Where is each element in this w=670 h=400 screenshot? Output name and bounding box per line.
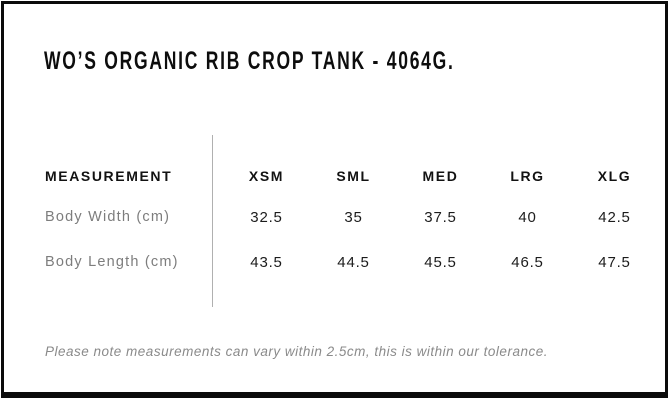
size-column-header-lrg: LRG bbox=[510, 168, 545, 184]
size-value-cell: 43.5 bbox=[250, 253, 283, 271]
size-value-cell: 46.5 bbox=[511, 253, 544, 271]
size-value-cell: 45.5 bbox=[424, 253, 457, 271]
product-title-text: WO’S ORGANIC RIB CROP TANK - 4064G. bbox=[44, 47, 455, 75]
row-label: Body Width (cm) bbox=[45, 209, 171, 225]
size-value-cell: 44.5 bbox=[337, 253, 370, 271]
tolerance-note: Please note measurements can vary within… bbox=[45, 344, 548, 359]
size-value-cell: 35 bbox=[344, 208, 363, 226]
size-column-header-sml: SML bbox=[336, 168, 371, 184]
table-column-divider bbox=[212, 135, 213, 307]
size-value-cell: 40 bbox=[518, 208, 537, 226]
table-row-body-length: Body Length (cm) 43.5 44.5 45.5 46.5 47.… bbox=[45, 251, 658, 273]
size-value-cell: 42.5 bbox=[598, 208, 631, 226]
row-label: Body Length (cm) bbox=[45, 254, 179, 270]
size-value-cell: 32.5 bbox=[250, 208, 283, 226]
size-column-header-xsm: XSM bbox=[248, 168, 285, 184]
size-value-cell: 37.5 bbox=[424, 208, 457, 226]
size-table-header-row: MEASUREMENT XSM SML MED LRG XLG bbox=[45, 165, 658, 187]
size-value-cell: 47.5 bbox=[598, 253, 631, 271]
size-column-header-xlg: XLG bbox=[597, 168, 632, 184]
size-column-header-med: MED bbox=[422, 168, 459, 184]
measurement-column-header: MEASUREMENT bbox=[45, 168, 173, 184]
product-title: WO’S ORGANIC RIB CROP TANK - 4064G. bbox=[44, 49, 631, 74]
table-row-body-width: Body Width (cm) 32.5 35 37.5 40 42.5 bbox=[45, 206, 658, 228]
